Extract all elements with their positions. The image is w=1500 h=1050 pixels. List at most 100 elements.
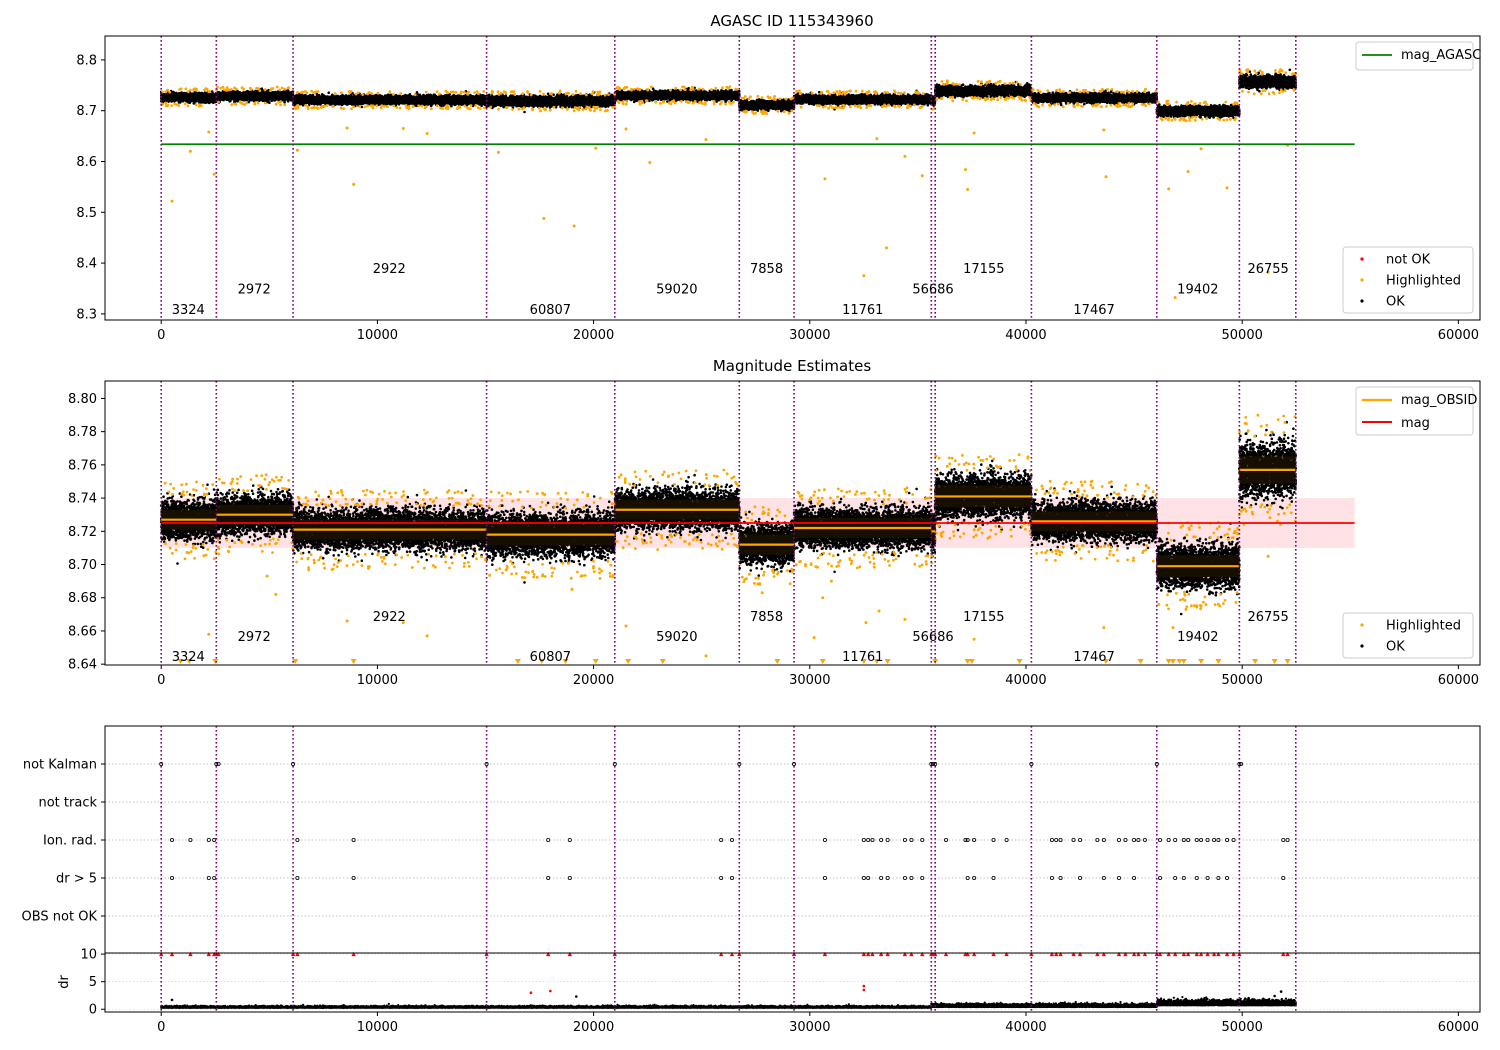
y-tick-label: 8.7 [76, 104, 97, 119]
highlighted-point [170, 199, 174, 203]
flag-point [1058, 876, 1063, 881]
flag-point [1205, 838, 1210, 843]
clipped-point-marker [860, 659, 867, 664]
flag-row-label: Ion. rad. [43, 834, 97, 849]
flag-point [1095, 838, 1100, 843]
dr-clipped-marker [1004, 951, 1009, 957]
flag-point [729, 838, 734, 843]
dr-outlier-point [1279, 990, 1283, 993]
flag-point [546, 838, 551, 843]
flag-point [188, 838, 193, 843]
flag-point [965, 876, 970, 881]
flag-point [1049, 876, 1054, 881]
clipped-point-marker [964, 659, 971, 664]
flag-point [1049, 838, 1054, 843]
highlighted-point [821, 596, 825, 600]
y-tick-label: 8.80 [68, 392, 97, 407]
dr-clipped-marker [865, 951, 871, 957]
dr-clipped-marker [545, 951, 551, 957]
dr-outlier-point [170, 998, 174, 1002]
clipped-point-marker [873, 659, 880, 664]
highlighted-point [295, 148, 299, 152]
dr-clipped-marker [351, 951, 356, 957]
clipped-point-marker [625, 659, 632, 664]
x-tick-label: 20000 [573, 673, 614, 688]
panel-agasc-magnitude: 3324 2972 2922 60807 59020 7858 11761 56686 1715… [76, 35, 1481, 343]
obsid-label: 60807 [530, 303, 571, 318]
clipped-point-marker [186, 659, 193, 664]
flag-point [879, 876, 884, 881]
flag-point [216, 762, 221, 767]
x-tick-label: 10000 [357, 328, 398, 343]
flag-point [1004, 838, 1009, 843]
dr-clipped-marker [870, 951, 875, 957]
flag-row-label: not Kalman [23, 758, 97, 773]
flag-point [170, 838, 175, 843]
flag-point [965, 838, 970, 843]
highlighted-point [401, 621, 405, 625]
highlighted-point [875, 137, 879, 141]
legend-marker [1360, 299, 1364, 303]
flag-point [1181, 838, 1186, 843]
flag-point [1142, 838, 1147, 843]
flag-point [822, 838, 827, 843]
flag-point [351, 876, 356, 881]
flag-point [861, 876, 866, 881]
panel2-axes [104, 380, 1481, 666]
clipped-point-marker [1170, 659, 1177, 664]
x-tick-label: 10000 [357, 673, 398, 688]
highlighted-point [624, 127, 628, 131]
clipped-point-marker [968, 659, 975, 664]
x-tick-label: 20000 [573, 1020, 614, 1035]
highlighted-point [704, 138, 708, 142]
dr-clipped-marker [965, 951, 970, 957]
highlighted-point [425, 132, 429, 136]
highlighted-point [265, 574, 269, 578]
x-tick-label: 40000 [1005, 1020, 1046, 1035]
dr-clipped-marker [169, 951, 175, 957]
obsid-label: 17467 [1073, 303, 1114, 318]
flag-point [1078, 876, 1083, 881]
dr-clipped-marker [1142, 951, 1148, 957]
flag-point [909, 838, 914, 843]
highlighted-point [812, 636, 816, 640]
dr-clipped-marker [1281, 951, 1286, 957]
flag-point [1158, 838, 1163, 843]
x-tick-label: 10000 [357, 1020, 398, 1035]
highlighted-point [624, 624, 628, 628]
flag-point [963, 838, 968, 843]
clipped-point-marker [1176, 659, 1183, 664]
panel1-axes [104, 35, 1481, 321]
legend-marker [1360, 278, 1364, 282]
flag-point [1116, 876, 1121, 881]
obsid-label: 56686 [912, 283, 953, 298]
flag-point [885, 876, 890, 881]
clipped-point-marker [1137, 659, 1144, 664]
legend-marker [1360, 623, 1364, 627]
dr-clipped-marker [909, 951, 914, 957]
panel4-ylabel: dr [57, 975, 72, 989]
flag-point [1071, 838, 1076, 843]
flag-point [1101, 876, 1106, 881]
highlighted-point [345, 619, 349, 623]
x-tick-label: 40000 [1005, 673, 1046, 688]
dr-clipped-marker [567, 951, 573, 957]
dr-clipped-marker [1285, 951, 1290, 957]
clipped-point-marker [1180, 659, 1187, 664]
panel2-title: Magnitude Estimates [713, 357, 871, 375]
highlighted-point [1266, 554, 1270, 558]
y-tick-label: 8.72 [68, 525, 97, 540]
highlighted-point [704, 654, 708, 658]
highlighted-point [572, 224, 576, 228]
x-tick-label: 0 [157, 1020, 165, 1035]
highlighted-point [903, 154, 907, 158]
flag-point [1186, 838, 1191, 843]
flag-point [1216, 838, 1221, 843]
flag-point [1101, 838, 1106, 843]
flag-point [719, 876, 724, 881]
dr-clipped-marker [1131, 951, 1137, 957]
legend-status: not OK Highlighted OK [1342, 246, 1474, 314]
panel3-axes [104, 725, 1481, 954]
flag-point [1281, 876, 1286, 881]
